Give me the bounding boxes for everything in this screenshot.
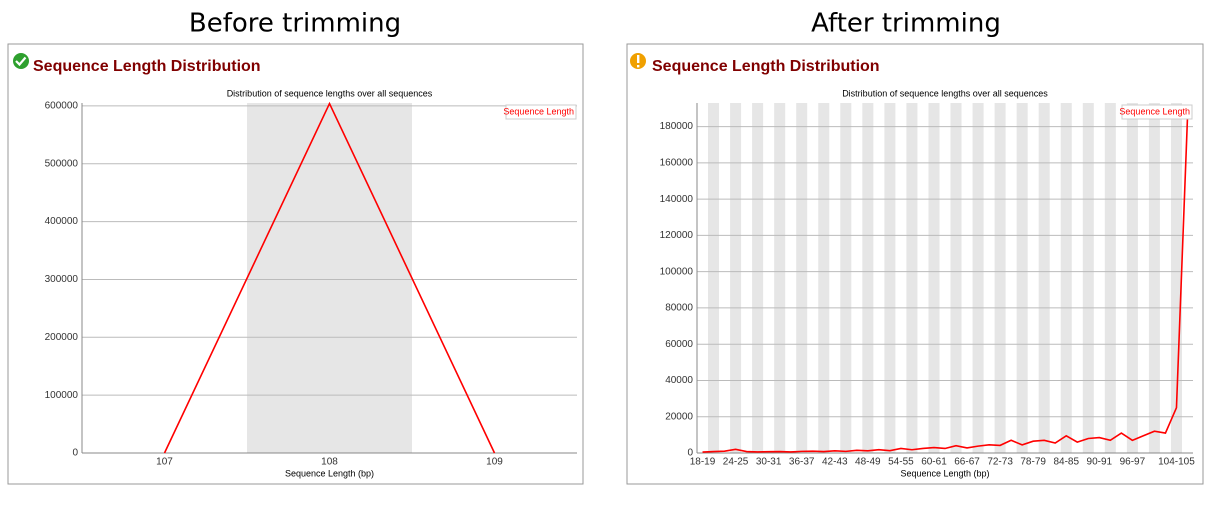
band (1060, 103, 1072, 453)
legend-box (1121, 104, 1193, 120)
y-tick-label: 600000 (45, 101, 79, 112)
x-tick-label: 42-43 (822, 457, 848, 468)
x-tick-label: 108 (321, 457, 338, 468)
band (906, 103, 918, 453)
legend-entry: Sequence Length (1119, 106, 1190, 116)
band (1148, 103, 1160, 453)
heading: Before trimming (189, 9, 401, 39)
y-tick-label: 160000 (660, 157, 694, 168)
x-tick-label: 72-73 (987, 457, 1013, 468)
band (928, 103, 940, 453)
x-tick-label: 48-49 (855, 457, 881, 468)
band (752, 103, 764, 453)
x-tick-label: 60-61 (921, 457, 947, 468)
legend-box (505, 104, 577, 120)
x-tick-label: 30-31 (756, 457, 782, 468)
x-tick-label: 96-97 (1120, 457, 1146, 468)
band (1082, 103, 1094, 453)
band (796, 103, 808, 453)
y-tick-label: 140000 (660, 194, 694, 205)
warn-icon-mark (637, 65, 640, 68)
x-tick-label: 54-55 (888, 457, 914, 468)
line-series (163, 101, 496, 454)
y-tick-label: 0 (72, 448, 78, 459)
band (994, 103, 1006, 453)
band (884, 103, 896, 453)
x-axis-label: Sequence Length (bp) (900, 468, 989, 478)
band (1104, 103, 1116, 453)
x-tick-label: 104-105 (1158, 457, 1195, 468)
y-tick-label: 60000 (665, 339, 693, 350)
band (840, 103, 852, 453)
x-tick-label: 107 (156, 457, 173, 468)
x-tick-label: 36-37 (789, 457, 815, 468)
band (774, 103, 786, 453)
pass-icon (13, 53, 29, 69)
band (1170, 103, 1182, 453)
heading: After trimming (811, 9, 1001, 39)
y-tick-label: 400000 (45, 216, 79, 227)
legend-entry: Sequence Length (503, 106, 574, 116)
x-tick-label: 90-91 (1087, 457, 1113, 468)
y-tick-label: 0 (687, 448, 693, 459)
x-tick-label: 66-67 (954, 457, 980, 468)
band (730, 103, 742, 453)
band (247, 103, 412, 453)
band (972, 103, 984, 453)
line-series (702, 117, 1189, 453)
chart-subtitle: Distribution of sequence lengths over al… (227, 88, 433, 98)
y-tick-label: 180000 (660, 121, 694, 132)
chart-subtitle: Distribution of sequence lengths over al… (842, 88, 1048, 98)
x-tick-label: 24-25 (723, 457, 749, 468)
band (950, 103, 962, 453)
x-tick-label: 84-85 (1053, 457, 1079, 468)
y-tick-label: 500000 (45, 158, 79, 169)
y-tick-label: 200000 (45, 332, 79, 343)
band (708, 103, 720, 453)
y-tick-label: 20000 (665, 411, 693, 422)
band (818, 103, 830, 453)
y-tick-label: 120000 (660, 230, 694, 241)
x-axis-label: Sequence Length (bp) (285, 468, 374, 478)
band (1038, 103, 1050, 453)
y-tick-label: 80000 (665, 303, 693, 314)
y-tick-label: 100000 (660, 266, 694, 277)
x-tick-label: 109 (486, 457, 503, 468)
band (1016, 103, 1028, 453)
warn-icon-mark (637, 55, 640, 63)
pass-icon-check (15, 56, 27, 67)
band (862, 103, 874, 453)
y-tick-label: 40000 (665, 375, 693, 386)
y-tick-label: 300000 (45, 274, 79, 285)
band (1126, 103, 1138, 453)
y-tick-label: 100000 (45, 390, 79, 401)
chart-title: Sequence Length Distribution (652, 58, 880, 75)
x-tick-label: 78-79 (1020, 457, 1046, 468)
x-tick-label: 18-19 (690, 457, 716, 468)
chart-title: Sequence Length Distribution (33, 58, 261, 75)
